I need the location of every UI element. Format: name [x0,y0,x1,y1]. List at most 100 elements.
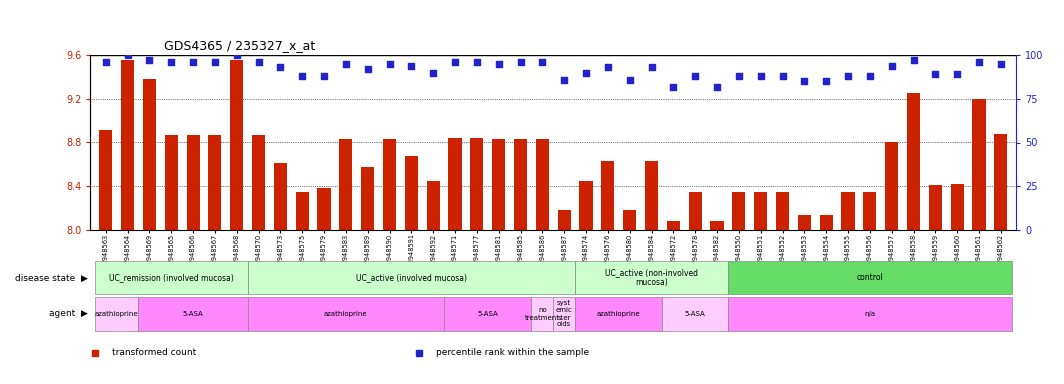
Point [709,83,726,89]
Bar [580,181,593,230]
Bar [95,297,138,331]
Text: transformed count: transformed count [112,348,196,357]
Text: UC_active (non-involved
mucosa): UC_active (non-involved mucosa) [605,268,698,287]
Bar [296,192,309,230]
Text: GDS4365 / 235327_x_at: GDS4365 / 235327_x_at [165,40,316,53]
Bar [165,135,178,230]
Point [228,52,245,58]
Bar [929,185,942,230]
Bar [728,297,1012,331]
Bar [663,297,728,331]
Bar [645,161,658,230]
Text: azathioprine: azathioprine [325,311,368,317]
Point [206,59,223,65]
Point [817,78,834,84]
Point [599,64,616,70]
Bar [576,261,728,294]
Point [381,61,398,67]
Bar [754,192,767,230]
Point [905,57,922,63]
Bar [339,139,352,230]
Bar [444,297,531,331]
Point [883,63,900,69]
Bar [798,215,811,230]
Point [337,61,354,67]
Bar [576,297,663,331]
Bar [514,139,527,230]
Bar [427,181,439,230]
Bar [863,192,877,230]
Point [621,76,638,83]
Text: azathioprine: azathioprine [597,311,641,317]
Bar [186,135,200,230]
Bar [885,142,898,230]
Bar [601,161,614,230]
Point [184,59,201,65]
Point [316,73,333,79]
Bar [553,297,576,331]
Bar [273,163,287,230]
Bar [470,138,483,230]
Bar [667,221,680,230]
Point [534,59,551,65]
Bar [624,210,636,230]
Bar [209,135,221,230]
Bar [121,60,134,230]
Bar [728,261,1012,294]
Text: percentile rank within the sample: percentile rank within the sample [436,348,588,357]
Bar [95,261,248,294]
Point [491,61,508,67]
Bar [842,192,854,230]
Point [97,59,114,65]
Point [512,59,529,65]
Point [272,64,289,70]
Bar [143,79,156,230]
Point [862,73,879,79]
Point [949,71,966,77]
Text: 5-ASA: 5-ASA [685,311,705,317]
Point [360,66,377,72]
Point [163,59,180,65]
Point [970,59,987,65]
Text: agent  ▶: agent ▶ [49,310,88,318]
Point [294,73,311,79]
Bar [361,167,375,230]
Bar [688,192,702,230]
Point [774,73,791,79]
Bar [230,60,244,230]
Bar [536,139,549,230]
Point [140,57,157,63]
Point [555,76,572,83]
Bar [99,131,113,230]
Point [643,64,660,70]
Bar [317,189,331,230]
Bar [711,221,724,230]
Bar [248,261,576,294]
Text: 5-ASA: 5-ASA [183,311,203,317]
Bar [138,297,248,331]
Point [468,59,485,65]
Text: 5-ASA: 5-ASA [478,311,498,317]
Bar [819,215,833,230]
Point [578,70,595,76]
Text: UC_remission (involved mucosa): UC_remission (involved mucosa) [109,273,234,282]
Text: syst
emic
ster
oids: syst emic ster oids [555,301,572,328]
Bar [404,156,418,230]
Bar [558,210,570,230]
Text: n/a: n/a [864,311,876,317]
Bar [248,297,444,331]
Bar [252,135,265,230]
Point [927,71,944,77]
Bar [950,184,964,230]
Point [447,59,464,65]
Bar [493,139,505,230]
Text: disease state  ▶: disease state ▶ [16,273,88,283]
Bar [907,93,920,230]
Bar [776,192,789,230]
Point [686,73,703,79]
Text: azathioprine: azathioprine [95,311,138,317]
Bar [449,138,462,230]
Point [839,73,857,79]
Point [796,78,813,84]
Point [665,83,682,89]
